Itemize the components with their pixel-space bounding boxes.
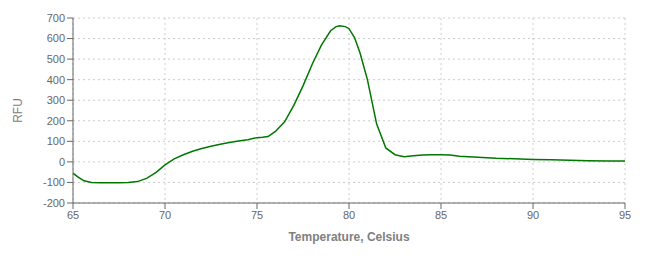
svg-text:85: 85 <box>435 209 447 221</box>
svg-text:700: 700 <box>47 12 65 24</box>
svg-text:75: 75 <box>251 209 263 221</box>
svg-text:-200: -200 <box>43 197 65 209</box>
svg-text:400: 400 <box>47 74 65 86</box>
svg-text:80: 80 <box>343 209 355 221</box>
svg-text:600: 600 <box>47 32 65 44</box>
svg-text:70: 70 <box>159 209 171 221</box>
svg-text:65: 65 <box>67 209 79 221</box>
svg-text:500: 500 <box>47 53 65 65</box>
svg-text:90: 90 <box>527 209 539 221</box>
svg-text:300: 300 <box>47 94 65 106</box>
svg-text:100: 100 <box>47 135 65 147</box>
svg-text:Temperature, Celsius: Temperature, Celsius <box>288 230 409 244</box>
svg-text:200: 200 <box>47 115 65 127</box>
svg-text:RFU: RFU <box>11 98 25 123</box>
svg-text:95: 95 <box>619 209 631 221</box>
svg-text:-100: -100 <box>43 176 65 188</box>
svg-text:0: 0 <box>59 156 65 168</box>
